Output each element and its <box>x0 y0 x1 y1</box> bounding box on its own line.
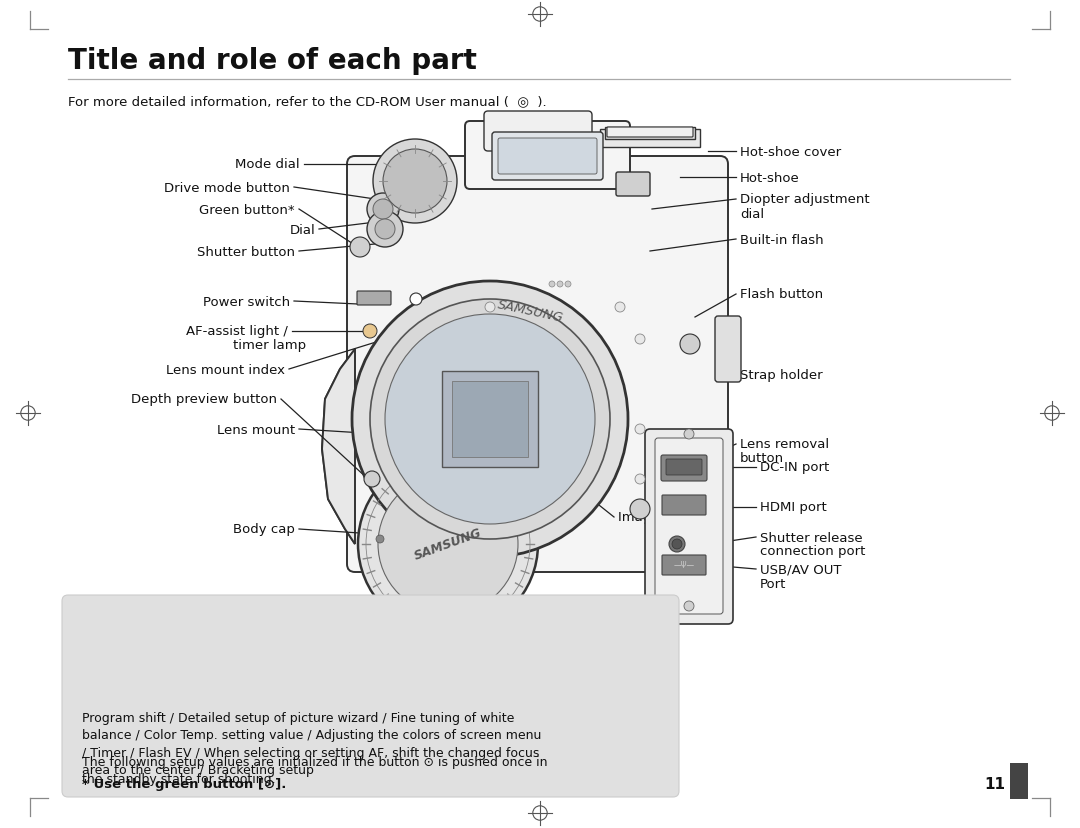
Circle shape <box>378 474 518 614</box>
Text: Hot-shoe: Hot-shoe <box>740 171 800 185</box>
Circle shape <box>615 303 625 313</box>
Text: The following setup values are initialized if the button ⊙ is pushed once in
the: The following setup values are initializ… <box>82 755 548 786</box>
Circle shape <box>410 294 422 306</box>
Circle shape <box>635 474 645 484</box>
Text: Shutter release: Shutter release <box>760 531 863 544</box>
Bar <box>442 372 538 468</box>
FancyBboxPatch shape <box>715 316 741 383</box>
Text: SAMSUNG: SAMSUNG <box>496 298 564 325</box>
FancyBboxPatch shape <box>465 122 630 190</box>
Circle shape <box>557 282 563 287</box>
Text: Hot-shoe cover: Hot-shoe cover <box>740 146 841 158</box>
Bar <box>453 382 528 457</box>
FancyBboxPatch shape <box>484 112 592 152</box>
Circle shape <box>549 282 555 287</box>
FancyBboxPatch shape <box>666 460 702 475</box>
Circle shape <box>364 471 380 488</box>
Text: Lens mount index: Lens mount index <box>166 363 285 376</box>
Circle shape <box>485 303 495 313</box>
FancyBboxPatch shape <box>662 556 706 575</box>
Text: Shutter button: Shutter button <box>197 245 295 258</box>
Text: Dial: Dial <box>289 224 315 236</box>
FancyBboxPatch shape <box>347 156 728 572</box>
FancyBboxPatch shape <box>498 139 597 175</box>
Text: timer lamp: timer lamp <box>233 339 306 352</box>
Text: Title and role of each part: Title and role of each part <box>68 47 477 75</box>
Circle shape <box>352 282 627 557</box>
FancyBboxPatch shape <box>616 173 650 197</box>
Circle shape <box>367 212 403 248</box>
Circle shape <box>669 537 685 552</box>
Circle shape <box>373 140 457 224</box>
FancyBboxPatch shape <box>645 430 733 624</box>
Text: USB/AV OUT: USB/AV OUT <box>760 563 841 575</box>
Text: dial: dial <box>740 207 765 220</box>
Circle shape <box>373 200 393 219</box>
Text: connection port: connection port <box>760 545 865 558</box>
Text: For more detailed information, refer to the CD-ROM User manual (  ◎  ).: For more detailed information, refer to … <box>68 95 546 108</box>
Text: DC-IN port: DC-IN port <box>760 461 829 474</box>
Text: Mode dial: Mode dial <box>235 158 300 171</box>
Text: Built-in flash: Built-in flash <box>740 233 824 246</box>
Text: Program shift / Detailed setup of picture wizard / Fine tuning of white
balance : Program shift / Detailed setup of pictur… <box>82 711 541 777</box>
Text: Depth preview button: Depth preview button <box>131 393 276 406</box>
Text: Green button*: Green button* <box>200 203 295 216</box>
Circle shape <box>376 536 384 543</box>
Circle shape <box>357 455 538 634</box>
Circle shape <box>565 282 571 287</box>
FancyBboxPatch shape <box>662 495 706 515</box>
Text: Port: Port <box>760 577 786 590</box>
FancyBboxPatch shape <box>661 455 707 481</box>
Circle shape <box>370 300 610 539</box>
Circle shape <box>635 425 645 435</box>
Text: Body cap: Body cap <box>233 522 295 536</box>
Circle shape <box>350 238 370 258</box>
Polygon shape <box>322 349 355 544</box>
FancyBboxPatch shape <box>654 439 723 614</box>
Text: Lens removal: Lens removal <box>740 438 829 451</box>
Bar <box>600 130 700 148</box>
FancyBboxPatch shape <box>357 291 391 306</box>
Circle shape <box>384 315 595 524</box>
Circle shape <box>375 219 395 240</box>
Circle shape <box>363 325 377 339</box>
Bar <box>1010 763 1028 799</box>
Text: HDMI port: HDMI port <box>760 501 827 514</box>
Circle shape <box>635 335 645 344</box>
Text: Strap holder: Strap holder <box>740 368 823 381</box>
Text: * Use the green button [⊙].: * Use the green button [⊙]. <box>82 777 286 790</box>
Text: Diopter adjustment: Diopter adjustment <box>740 193 869 206</box>
Bar <box>605 128 696 140</box>
Circle shape <box>684 430 694 440</box>
FancyBboxPatch shape <box>607 128 693 137</box>
Text: 11: 11 <box>984 777 1005 792</box>
Text: Drive mode button: Drive mode button <box>164 181 291 195</box>
Circle shape <box>367 194 399 226</box>
Circle shape <box>680 335 700 354</box>
Text: Power switch: Power switch <box>203 295 291 308</box>
Text: —Ψ—: —Ψ— <box>674 561 694 570</box>
Text: AF-assist light /: AF-assist light / <box>186 325 288 338</box>
Text: Flash button: Flash button <box>740 288 823 301</box>
Circle shape <box>672 539 681 549</box>
FancyBboxPatch shape <box>492 132 603 181</box>
Text: SAMSUNG: SAMSUNG <box>413 526 484 562</box>
Text: button: button <box>740 452 784 465</box>
FancyBboxPatch shape <box>62 595 679 797</box>
Text: Image Sensor: Image Sensor <box>618 511 710 524</box>
Circle shape <box>684 601 694 611</box>
Circle shape <box>383 150 447 214</box>
Text: Lens mount: Lens mount <box>217 423 295 436</box>
Circle shape <box>630 499 650 519</box>
